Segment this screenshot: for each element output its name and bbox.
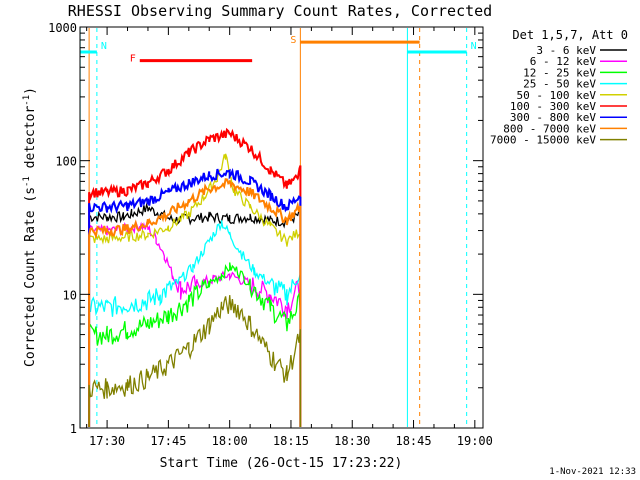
plot-frame (79, 26, 484, 429)
x-tick-label: 17:30 (89, 434, 125, 448)
series-line (88, 153, 302, 427)
x-tick-label: 18:30 (334, 434, 370, 448)
y-tick-label: 10 (63, 288, 77, 302)
legend-label: 50 - 100 keV (517, 89, 597, 102)
x-tick-label: 18:15 (273, 434, 309, 448)
flag-label: S (290, 35, 296, 46)
y-axis-label-mid: detector (23, 106, 38, 177)
x-tick-label: 19:00 (457, 434, 493, 448)
legend-label: 3 - 6 keV (536, 44, 596, 57)
x-tick-label: 18:00 (212, 434, 248, 448)
series-line (88, 127, 302, 427)
legend-label: 800 - 7000 keV (503, 122, 596, 135)
y-tick-label: 1 (70, 422, 77, 436)
flag-label: N (471, 41, 477, 52)
legend-title: Det 1,5,7, Att 0 (512, 28, 628, 42)
series-line (88, 262, 302, 427)
series-line (88, 295, 302, 427)
x-tick-label: 17:45 (150, 434, 186, 448)
y-axis-label-sup2: -1 (22, 95, 32, 106)
series-line (88, 167, 302, 427)
plot-area: N N F S (79, 28, 477, 427)
axes: 17:30 17:45 18:00 18:15 18:30 18:45 19:00 1 10 10… (48, 21, 493, 448)
flag-label: N (101, 41, 107, 52)
footer-date: 1-Nov-2021 12:33 (549, 467, 636, 477)
series-line (88, 178, 302, 427)
legend-label: 12 - 25 keV (523, 66, 596, 79)
legend-label: 6 - 12 keV (530, 55, 597, 68)
x-axis-label: Start Time (26-Oct-15 17:23:22) (160, 456, 403, 471)
y-tick-label: 100 (55, 155, 77, 169)
y-axis-label: Corrected Count Rate (s-1 detector-1) (22, 87, 38, 367)
legend-label: 25 - 50 keV (523, 78, 596, 91)
x-tick-label: 18:45 (395, 434, 431, 448)
y-axis-label-main: Corrected Count Rate (s (23, 187, 38, 367)
legend-label: 100 - 300 keV (510, 100, 596, 113)
y-tick-label: 1000 (48, 21, 77, 35)
series-line (88, 220, 302, 427)
flag-label: F (130, 54, 136, 65)
legend-label: 7000 - 15000 keV (490, 134, 596, 147)
legend-label: 300 - 800 keV (510, 111, 596, 124)
y-axis-label-end: ) (23, 87, 38, 95)
y-axis-label-sup1: -1 (22, 176, 32, 187)
chart-title: RHESSI Observing Summary Count Rates, Co… (68, 2, 492, 20)
